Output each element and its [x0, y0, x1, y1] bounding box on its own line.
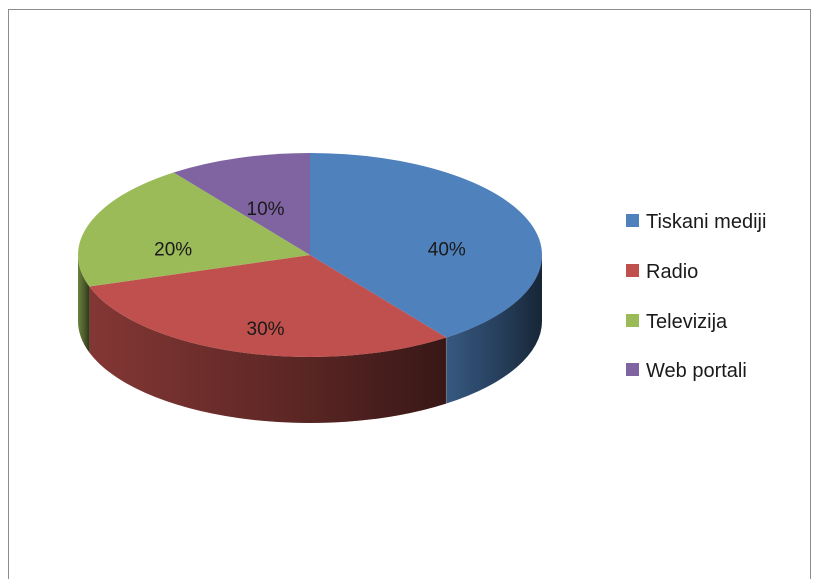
legend-entry-radio: Radio [626, 261, 698, 283]
pie-data-labels: 40% 30% 20% 10% [154, 199, 466, 340]
legend-swatch-televizija [626, 314, 639, 327]
data-label-televizija: 20% [154, 239, 192, 260]
data-label-tiskani-mediji: 40% [428, 239, 466, 260]
legend-entry-televizija: Televizija [626, 311, 728, 333]
legend: Tiskani mediji Radio Televizija Web port… [626, 211, 766, 382]
data-label-radio: 30% [247, 319, 285, 340]
legend-entry-web-portali: Web portali [626, 360, 747, 382]
legend-swatch-radio [626, 264, 639, 277]
pie-side-shade-radio [89, 286, 447, 423]
legend-label-web-portali: Web portali [646, 360, 747, 382]
pie-slice-web-portali [173, 153, 310, 255]
pie-slice-televizija [77, 172, 311, 287]
legend-label-televizija: Televizija [646, 311, 728, 333]
pie-tops [77, 153, 543, 357]
pie-side-shade-tiskani-mediji [446, 255, 542, 404]
pie-slice-tiskani-mediji [310, 153, 543, 338]
legend-swatch-tiskani-mediji [626, 214, 639, 227]
legend-label-tiskani-mediji: Tiskani mediji [646, 211, 766, 233]
legend-swatch-web-portali [626, 363, 639, 376]
pie-sides [78, 255, 542, 423]
legend-label-radio: Radio [646, 261, 698, 283]
data-label-web-portali: 10% [247, 199, 285, 220]
pie-side-shade-televizija [78, 255, 90, 353]
pie-slice-radio [89, 255, 447, 357]
legend-entry-tiskani-mediji: Tiskani mediji [626, 211, 766, 233]
